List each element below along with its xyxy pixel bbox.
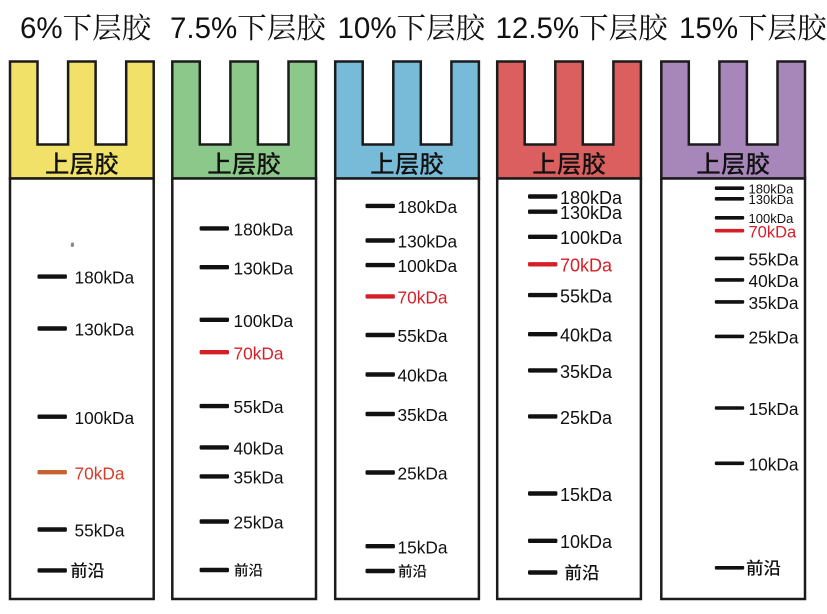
svg-text:40kDa: 40kDa — [398, 366, 448, 386]
svg-text:25kDa: 25kDa — [398, 464, 448, 484]
svg-text:180kDa: 180kDa — [75, 268, 135, 288]
svg-text:35kDa: 35kDa — [234, 468, 284, 488]
svg-text:55kDa: 55kDa — [560, 287, 613, 307]
svg-text:180kDa: 180kDa — [234, 220, 294, 240]
svg-text:55kDa: 55kDa — [75, 521, 125, 541]
svg-text:25kDa: 25kDa — [749, 328, 799, 348]
svg-text:35kDa: 35kDa — [749, 293, 799, 313]
svg-text:10kDa: 10kDa — [560, 532, 613, 552]
svg-text:100kDa: 100kDa — [234, 311, 294, 331]
svg-text:70kDa: 70kDa — [560, 256, 613, 276]
svg-text:40kDa: 40kDa — [234, 439, 284, 459]
svg-text:130kDa: 130kDa — [234, 258, 294, 278]
svg-text:55kDa: 55kDa — [234, 397, 284, 417]
svg-text:130kDa: 130kDa — [749, 192, 795, 207]
svg-text:15%: 15% — [679, 12, 738, 45]
svg-text:100kDa: 100kDa — [560, 228, 623, 248]
svg-text:7.5%: 7.5% — [170, 12, 237, 45]
svg-text:55kDa: 55kDa — [398, 326, 448, 346]
svg-text:70kDa: 70kDa — [398, 288, 448, 308]
svg-text:25kDa: 25kDa — [234, 513, 284, 533]
svg-text:15kDa: 15kDa — [398, 537, 448, 557]
svg-text:130kDa: 130kDa — [75, 320, 135, 340]
svg-text:100kDa: 100kDa — [75, 408, 135, 428]
svg-text:40kDa: 40kDa — [749, 271, 799, 291]
svg-text:15kDa: 15kDa — [560, 485, 613, 505]
svg-text:6%: 6% — [20, 12, 63, 45]
svg-text:70kDa: 70kDa — [75, 463, 125, 483]
svg-text:55kDa: 55kDa — [749, 250, 799, 270]
svg-text:35kDa: 35kDa — [398, 405, 448, 425]
svg-text:180kDa: 180kDa — [398, 197, 458, 217]
svg-text:180kDa: 180kDa — [749, 182, 795, 197]
svg-text:40kDa: 40kDa — [560, 326, 613, 346]
svg-text:15kDa: 15kDa — [749, 399, 799, 419]
svg-text:130kDa: 130kDa — [398, 232, 458, 252]
svg-text:70kDa: 70kDa — [749, 224, 798, 242]
svg-text:180kDa: 180kDa — [560, 188, 623, 208]
svg-text:100kDa: 100kDa — [398, 256, 458, 276]
svg-text:35kDa: 35kDa — [560, 362, 613, 382]
svg-text:70kDa: 70kDa — [234, 343, 284, 363]
svg-text:130kDa: 130kDa — [560, 203, 623, 223]
svg-text:10kDa: 10kDa — [749, 454, 799, 474]
svg-text:25kDa: 25kDa — [560, 408, 613, 428]
svg-text:100kDa: 100kDa — [749, 211, 795, 226]
svg-text:10%: 10% — [338, 12, 397, 45]
svg-text:12.5%: 12.5% — [496, 12, 580, 45]
